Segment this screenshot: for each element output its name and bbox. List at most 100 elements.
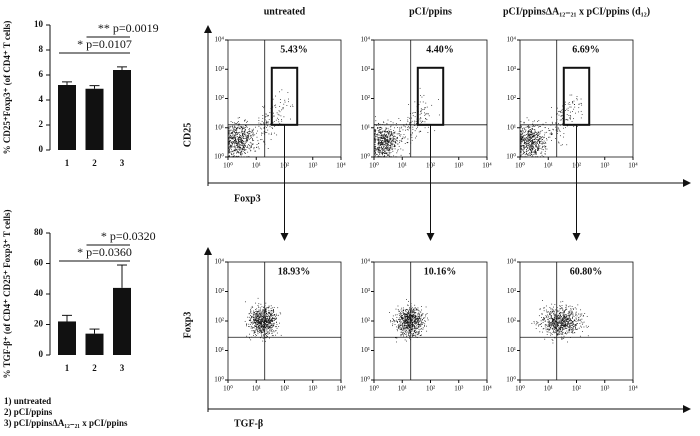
- event-dot: [247, 316, 249, 318]
- event-dot: [565, 331, 566, 333]
- event-dot: [409, 314, 411, 315]
- event-dot: [412, 126, 414, 128]
- event-dot: [379, 151, 381, 153]
- event-dot: [230, 135, 231, 136]
- event-dot: [534, 134, 536, 136]
- event-dot: [382, 142, 384, 144]
- event-dot: [255, 334, 256, 336]
- event-dot: [407, 310, 409, 312]
- event-dot: [279, 99, 281, 100]
- event-dot: [544, 132, 546, 134]
- event-dot: [258, 309, 260, 311]
- event-dot: [267, 324, 268, 326]
- y-tick-label: 0: [39, 144, 44, 154]
- event-dot: [275, 334, 277, 336]
- event-dot: [230, 132, 232, 134]
- event-dot: [408, 329, 410, 331]
- event-dot: [557, 127, 559, 129]
- event-dot: [267, 125, 268, 127]
- event-dot: [240, 141, 242, 143]
- event-dot: [263, 326, 265, 328]
- event-dot: [275, 315, 276, 317]
- event-dot: [244, 119, 246, 121]
- event-dot: [386, 123, 388, 124]
- event-dot: [232, 134, 234, 136]
- event-dot: [544, 321, 546, 322]
- event-dot: [534, 129, 536, 131]
- event-dot: [570, 311, 572, 313]
- event-dot: [540, 153, 542, 154]
- event-dot: [402, 312, 404, 314]
- event-dot: [532, 136, 534, 137]
- event-dot: [569, 326, 571, 328]
- event-dot: [531, 126, 533, 127]
- event-dot: [388, 132, 390, 134]
- event-dot: [530, 144, 532, 146]
- x-tick-label: 10³: [600, 162, 609, 170]
- event-dot: [271, 314, 273, 315]
- event-dot: [520, 140, 522, 142]
- event-dot: [407, 321, 409, 323]
- event-dot: [387, 131, 389, 132]
- event-dot: [266, 321, 268, 322]
- event-dot: [268, 321, 270, 322]
- event-dot: [234, 149, 235, 151]
- x-tick-label: 10³: [308, 162, 317, 170]
- event-dot: [574, 324, 576, 325]
- event-dot: [539, 135, 540, 137]
- event-dot: [555, 326, 556, 328]
- event-dot: [417, 318, 418, 319]
- event-dot: [263, 312, 265, 314]
- event-dot: [553, 318, 555, 320]
- event-dot: [238, 137, 240, 139]
- event-dot: [234, 122, 236, 124]
- event-dot: [573, 316, 575, 317]
- event-dot: [231, 126, 233, 128]
- event-dot: [549, 323, 551, 325]
- event-dot: [272, 320, 273, 322]
- event-dot: [252, 323, 253, 325]
- event-dot: [260, 332, 262, 334]
- event-dot: [262, 319, 264, 321]
- event-dot: [250, 134, 252, 136]
- event-dot: [381, 141, 382, 142]
- event-dot: [526, 156, 528, 158]
- event-dot: [542, 123, 544, 125]
- event-dot: [566, 327, 568, 329]
- event-dot: [535, 131, 537, 133]
- event-dot: [232, 136, 234, 138]
- event-dot: [414, 325, 415, 327]
- event-dot: [376, 138, 378, 140]
- event-dot: [551, 308, 553, 310]
- event-dot: [380, 156, 382, 158]
- x-tick-label: 1: [65, 363, 70, 373]
- event-dot: [383, 146, 385, 148]
- event-dot: [386, 131, 388, 133]
- event-dot: [404, 324, 406, 326]
- event-dot: [409, 311, 411, 313]
- event-dot: [241, 147, 243, 149]
- event-dot: [241, 140, 243, 142]
- event-dot: [558, 313, 560, 315]
- event-dot: [265, 321, 267, 322]
- event-dot: [263, 107, 265, 109]
- event-dot: [549, 317, 550, 319]
- event-dot: [411, 310, 413, 312]
- event-dot: [548, 318, 549, 320]
- event-dot: [564, 101, 566, 103]
- event-dot: [381, 152, 383, 153]
- event-dot: [562, 319, 564, 321]
- event-dot: [407, 324, 409, 326]
- event-dot: [563, 311, 565, 313]
- event-dot: [236, 149, 238, 151]
- event-dot: [398, 133, 400, 135]
- event-dot: [249, 148, 251, 150]
- event-dot: [262, 325, 263, 327]
- event-dot: [403, 328, 404, 330]
- event-dot: [522, 130, 524, 132]
- event-dot: [403, 313, 405, 315]
- event-dot: [404, 313, 406, 315]
- event-dot: [402, 332, 404, 334]
- event-dot: [255, 326, 257, 327]
- x-tick-label: 10⁰: [369, 162, 379, 170]
